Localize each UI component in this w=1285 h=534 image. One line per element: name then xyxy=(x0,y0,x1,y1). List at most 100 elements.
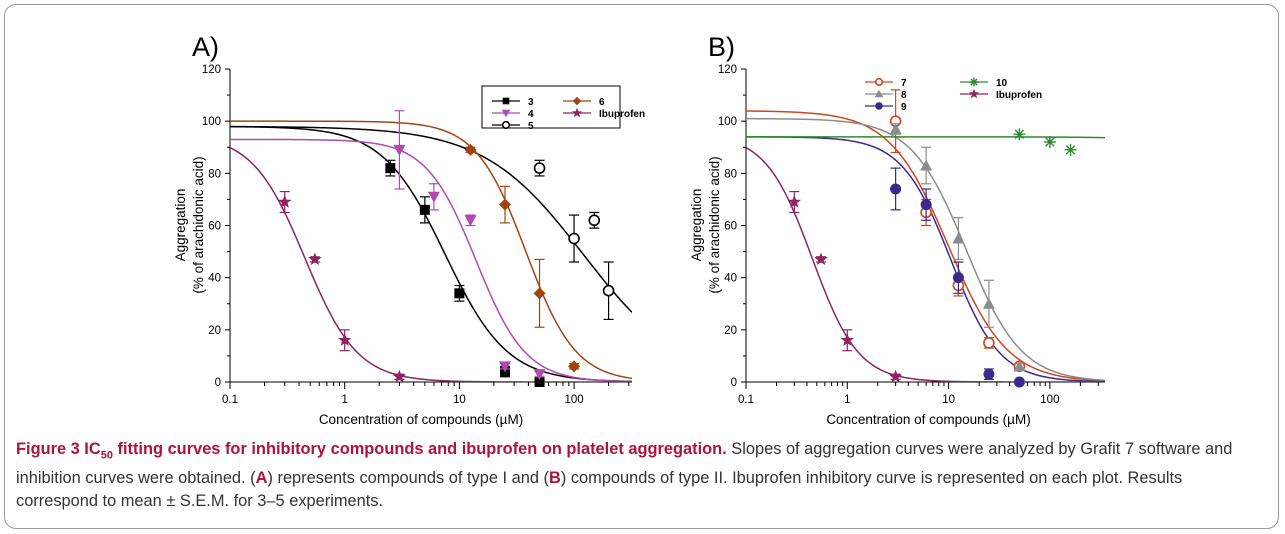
data-point xyxy=(419,204,430,215)
fit-curve-ibuprofen xyxy=(746,147,1105,382)
fit-curve-10 xyxy=(746,136,1105,139)
legend-label: Ibuprofen xyxy=(599,109,645,120)
data-point xyxy=(464,143,477,156)
x-tick-label: 0.1 xyxy=(222,394,238,406)
series-10 xyxy=(1013,128,1077,156)
data-point xyxy=(393,144,406,156)
data-point xyxy=(952,272,964,284)
y-axis-label-line1: Aggregation xyxy=(173,189,188,262)
data-point xyxy=(952,232,965,244)
figure-frame xyxy=(4,4,1279,529)
y-tick-label: 0 xyxy=(215,377,221,389)
data-point xyxy=(338,333,352,346)
data-point xyxy=(1064,143,1077,156)
data-point xyxy=(1043,136,1056,149)
legend-marker xyxy=(969,77,979,87)
y-tick-label: 60 xyxy=(724,221,737,233)
fit-curve-ibuprofen xyxy=(230,146,632,382)
y-tick-label: 100 xyxy=(718,116,737,128)
legend-box xyxy=(481,85,621,129)
y-tick-label: 80 xyxy=(724,168,737,180)
x-axis-label: Concentration of compounds (µM) xyxy=(319,412,523,427)
panel-label: A) xyxy=(192,32,219,62)
x-tick-label: 10 xyxy=(942,394,955,406)
caption-ref-a: A xyxy=(255,469,268,488)
legend-marker xyxy=(501,120,511,130)
y-tick-label: 60 xyxy=(208,221,221,233)
legend-label: 4 xyxy=(528,109,534,120)
legend-marker xyxy=(874,77,884,87)
fit-curve-7 xyxy=(746,110,1105,382)
legend-marker xyxy=(501,109,511,118)
caption-title-subscript: 50 xyxy=(100,449,113,462)
data-point xyxy=(308,252,322,266)
chart-panel-a: A) 0 20 40 60 80 100 120 0.1 1 10 100 Concentration … xyxy=(173,32,645,427)
y-tick-label: 80 xyxy=(208,168,221,180)
x-tick-label: 10 xyxy=(453,394,466,406)
data-point xyxy=(499,361,512,373)
data-point xyxy=(983,368,995,380)
y-tick-label: 120 xyxy=(718,64,737,76)
series-3 xyxy=(385,159,545,387)
legend-label: 6 xyxy=(599,97,605,108)
chart-panel-b: B) 0 20 40 60 80 100 120 0.1 1 10 100 Concentration … xyxy=(689,32,1105,427)
x-tick-label: 100 xyxy=(564,394,583,406)
series-ibuprofen xyxy=(278,190,407,383)
x-tick-label: 100 xyxy=(1040,394,1059,406)
fit-curve-9 xyxy=(746,136,1105,382)
series-5 xyxy=(533,159,615,320)
data-point xyxy=(814,252,828,266)
series-8 xyxy=(889,122,1026,372)
y-tick-label: 120 xyxy=(202,64,221,76)
data-point xyxy=(920,159,933,171)
data-point xyxy=(534,377,545,387)
data-point xyxy=(889,122,902,134)
data-point xyxy=(533,162,546,174)
data-point xyxy=(1013,128,1026,141)
legend-marker xyxy=(502,97,510,105)
y-tick-label: 20 xyxy=(208,325,221,337)
legend-label: 10 xyxy=(996,78,1008,89)
data-point xyxy=(427,191,440,203)
data-point xyxy=(982,297,995,309)
caption-title-rest: fitting curves for inhibitory compounds … xyxy=(112,440,727,458)
x-axis-label: Concentration of compounds (µM) xyxy=(826,412,1030,427)
fit-curve-6 xyxy=(230,120,632,380)
x-tick-label: 1 xyxy=(844,394,850,406)
y-tick-label: 100 xyxy=(202,116,221,128)
y-tick-label: 40 xyxy=(724,273,737,285)
data-point xyxy=(278,195,292,208)
data-point xyxy=(890,183,902,195)
data-point xyxy=(920,199,932,211)
legend-marker xyxy=(571,107,583,118)
y-axis-label-line2: (% of arachidonic acid) xyxy=(191,156,206,293)
legend-label: 7 xyxy=(901,78,907,89)
legend-label: 5 xyxy=(528,121,534,132)
fit-curve-5 xyxy=(230,125,632,313)
caption-ref-b: B xyxy=(549,469,561,488)
caption-title-prefix: Figure 3 IC xyxy=(16,440,101,458)
legend-marker xyxy=(968,88,980,99)
data-point xyxy=(1013,376,1025,388)
y-axis-label-line2: (% of arachidonic acid) xyxy=(707,156,722,293)
data-point xyxy=(533,287,546,300)
series-6 xyxy=(464,143,581,373)
data-point xyxy=(1013,360,1026,372)
data-point xyxy=(392,369,407,383)
data-point xyxy=(385,163,396,174)
fit-curve-3 xyxy=(230,125,632,382)
caption-text-part-c: ) compounds of type II. Ibuprofen inhibi… xyxy=(16,469,1183,511)
data-point xyxy=(840,333,854,346)
data-point xyxy=(568,360,581,373)
y-tick-label: 0 xyxy=(731,377,737,389)
y-tick-label: 20 xyxy=(724,325,737,337)
data-point xyxy=(787,195,801,208)
fit-curve-8 xyxy=(746,117,1105,382)
legend-marker xyxy=(875,102,883,110)
data-point xyxy=(888,369,903,383)
x-tick-label: 1 xyxy=(341,394,347,406)
data-point xyxy=(464,215,477,227)
